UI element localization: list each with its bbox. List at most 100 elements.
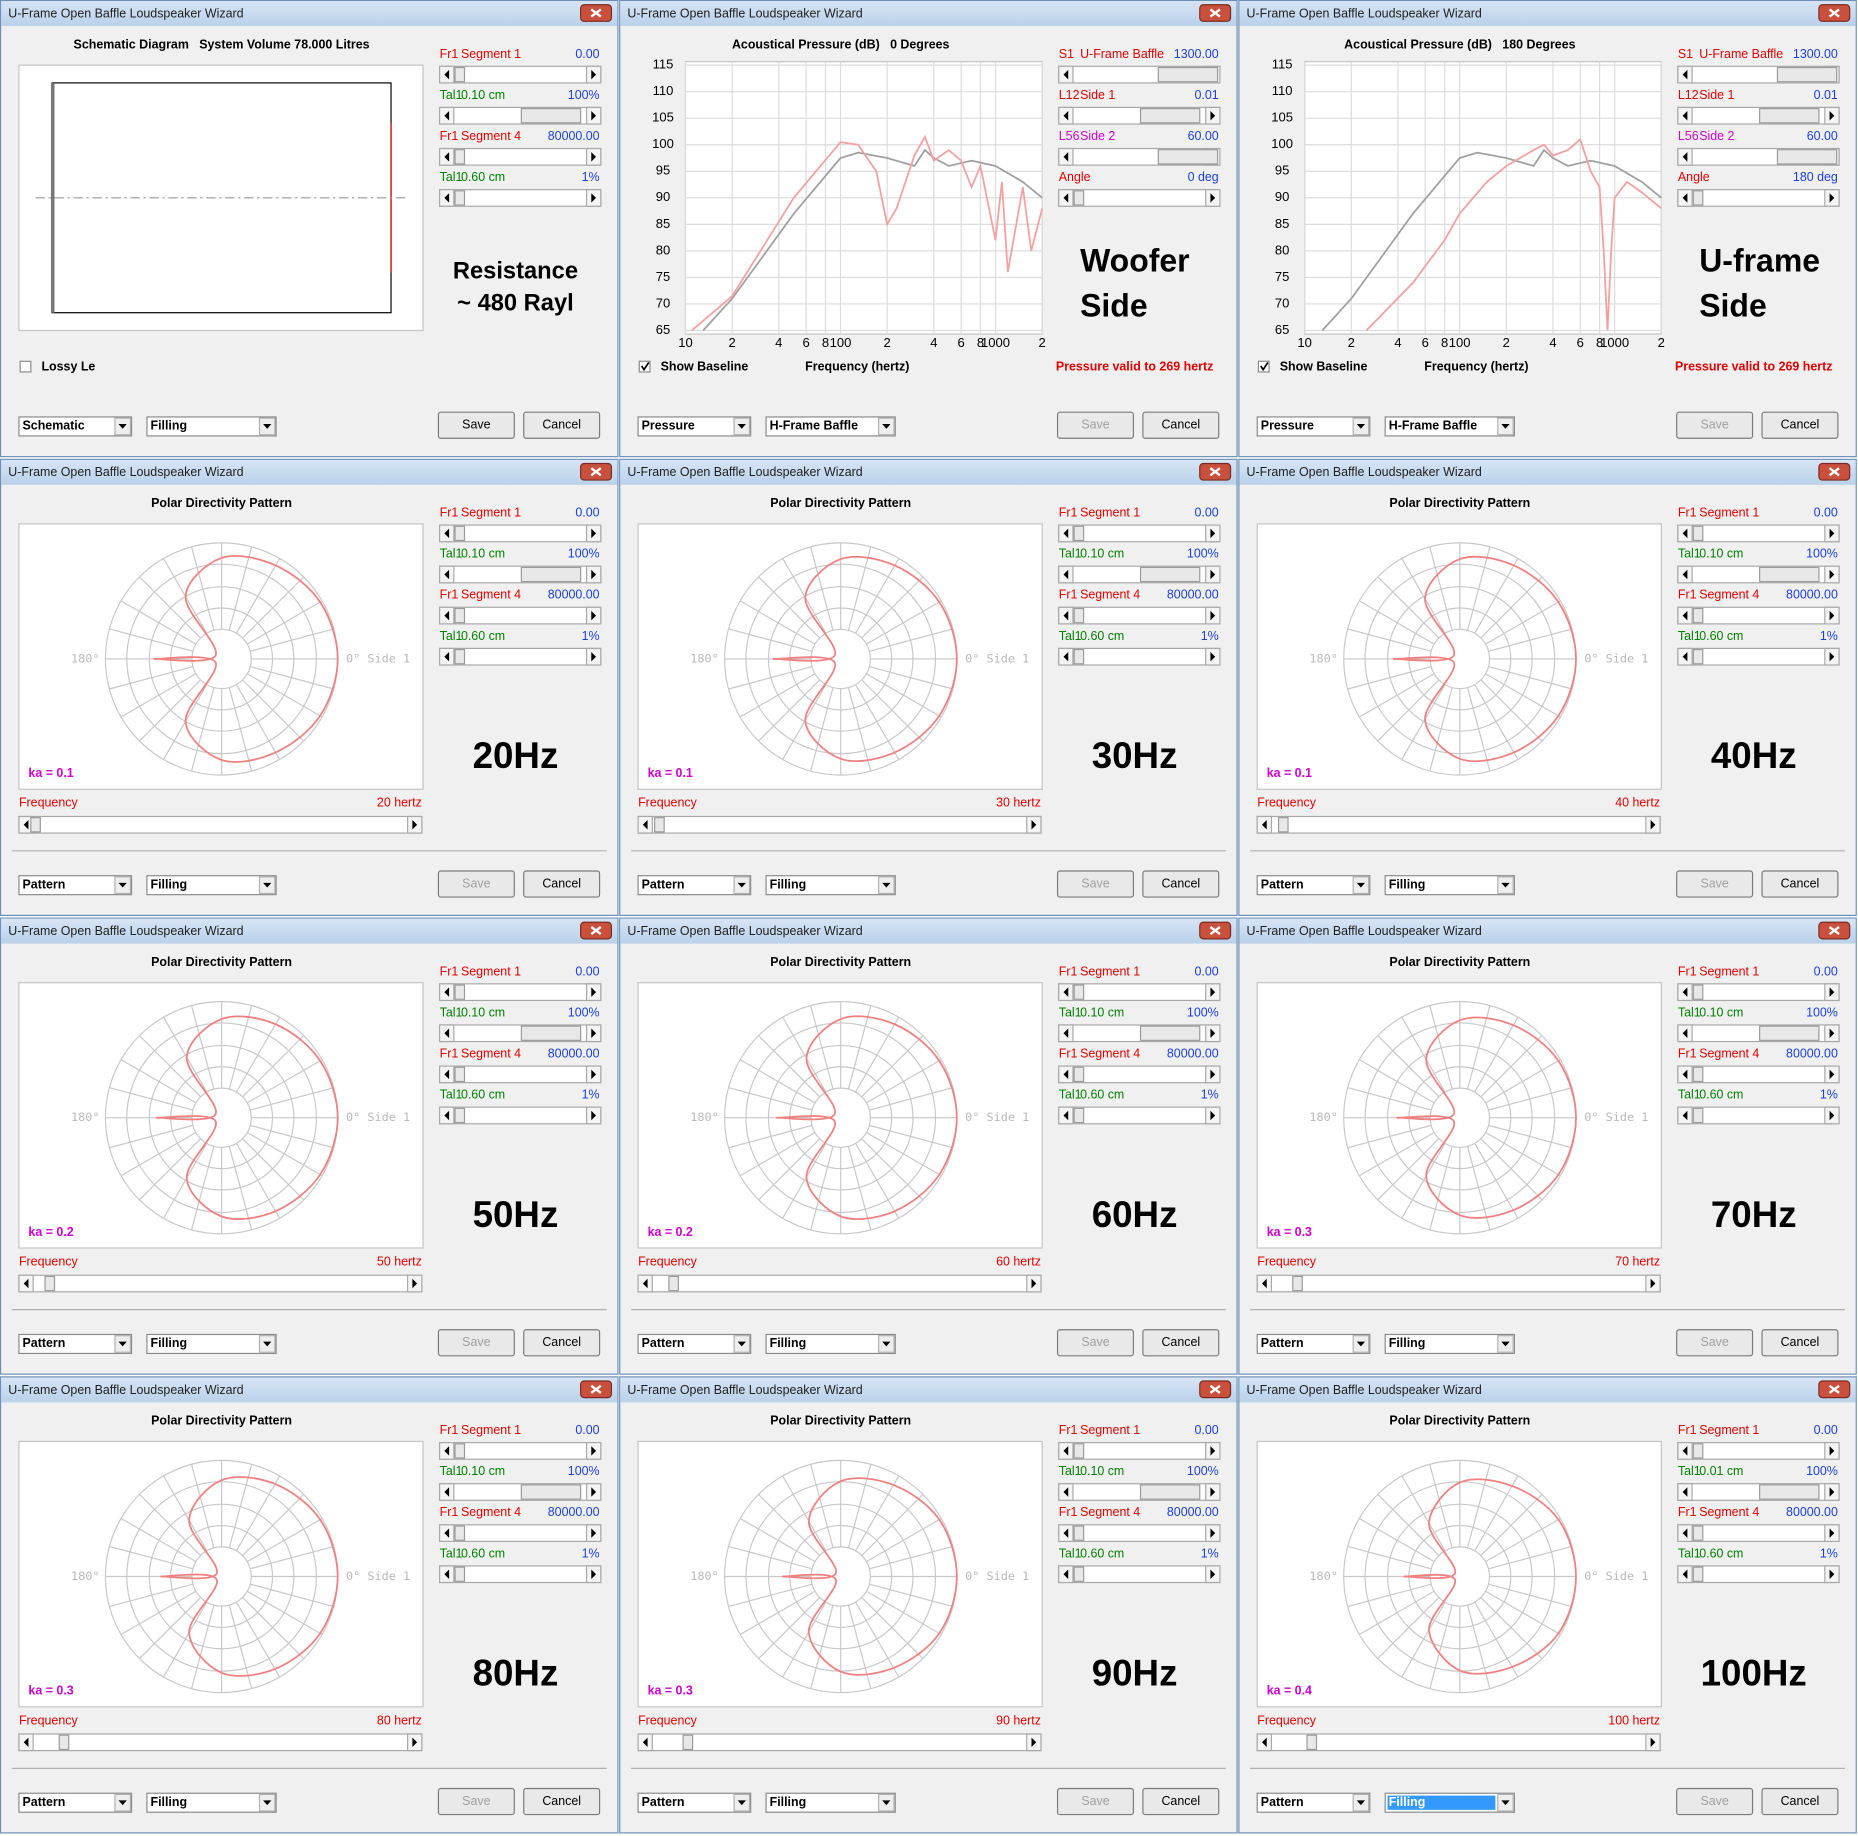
- control-slider[interactable]: [1677, 1483, 1840, 1501]
- control-slider[interactable]: [1058, 1024, 1221, 1043]
- slider-thumb[interactable]: [1073, 525, 1085, 542]
- control-slider[interactable]: [1058, 1524, 1221, 1543]
- slider-thumb[interactable]: [1692, 525, 1704, 542]
- slider-thumb[interactable]: [1139, 566, 1201, 583]
- button[interactable]: Save: [437, 870, 515, 898]
- frequency-slider[interactable]: [1256, 1274, 1661, 1293]
- slider-thumb[interactable]: [1073, 1525, 1085, 1541]
- combo-box[interactable]: Pattern: [637, 1792, 752, 1813]
- slider-thumb[interactable]: [1277, 817, 1289, 833]
- frequency-slider[interactable]: [1256, 1733, 1661, 1752]
- slider-thumb[interactable]: [1073, 607, 1085, 624]
- button[interactable]: Cancel: [523, 1787, 601, 1816]
- control-slider[interactable]: [439, 524, 602, 543]
- slider-thumb[interactable]: [44, 1275, 56, 1292]
- slider-thumb[interactable]: [1692, 1525, 1704, 1541]
- combo-box[interactable]: Filling: [146, 1792, 277, 1813]
- button[interactable]: Cancel: [1142, 870, 1220, 898]
- combo-box[interactable]: Pattern: [18, 1333, 133, 1355]
- slider-thumb[interactable]: [1759, 1484, 1820, 1500]
- slider-thumb[interactable]: [1073, 1566, 1085, 1582]
- combo-box[interactable]: Filling: [146, 416, 277, 437]
- slider-thumb[interactable]: [682, 1734, 694, 1751]
- slider-thumb[interactable]: [454, 525, 466, 542]
- control-slider[interactable]: [439, 65, 602, 84]
- control-slider[interactable]: [439, 647, 602, 666]
- slider-thumb[interactable]: [520, 566, 582, 583]
- control-slider[interactable]: [1677, 983, 1840, 1002]
- button[interactable]: Save: [437, 1329, 515, 1357]
- frequency-slider[interactable]: [1256, 815, 1661, 834]
- button[interactable]: Save: [1056, 1787, 1134, 1816]
- control-slider[interactable]: [1677, 1065, 1840, 1084]
- button[interactable]: Save: [1676, 411, 1754, 439]
- combo-box[interactable]: Filling: [765, 1792, 896, 1813]
- slider-thumb[interactable]: [454, 984, 466, 1000]
- combo-box[interactable]: Schematic: [18, 416, 133, 437]
- control-slider[interactable]: [1677, 1106, 1840, 1125]
- slider-thumb[interactable]: [1759, 1025, 1820, 1041]
- slider-thumb[interactable]: [454, 190, 466, 206]
- slider-thumb[interactable]: [520, 108, 582, 124]
- combo-box[interactable]: Pattern: [1256, 875, 1371, 896]
- control-slider[interactable]: [439, 1106, 602, 1125]
- slider-thumb[interactable]: [1073, 1443, 1085, 1459]
- slider-thumb[interactable]: [1692, 607, 1704, 624]
- button[interactable]: Save: [437, 1787, 515, 1816]
- control-slider[interactable]: [1058, 647, 1221, 666]
- slider-thumb[interactable]: [1692, 984, 1704, 1000]
- combo-box[interactable]: Pressure: [637, 416, 752, 437]
- button[interactable]: Save: [437, 411, 515, 439]
- slider-thumb[interactable]: [1692, 1066, 1704, 1083]
- combo-box[interactable]: Filling: [1384, 1792, 1515, 1813]
- control-slider[interactable]: [1058, 1442, 1221, 1460]
- combo-box[interactable]: Pattern: [18, 1792, 133, 1813]
- slider-thumb[interactable]: [454, 66, 466, 83]
- slider-thumb[interactable]: [454, 1107, 466, 1124]
- slider-thumb[interactable]: [1073, 190, 1085, 206]
- control-slider[interactable]: [1677, 565, 1840, 584]
- control-slider[interactable]: [439, 1065, 602, 1084]
- combo-box[interactable]: Pattern: [637, 875, 752, 896]
- button[interactable]: Cancel: [523, 870, 601, 898]
- control-slider[interactable]: [1677, 1524, 1840, 1543]
- slider-thumb[interactable]: [668, 1275, 679, 1292]
- button[interactable]: Cancel: [1761, 411, 1839, 439]
- control-slider[interactable]: [439, 147, 602, 166]
- control-slider[interactable]: [439, 1565, 602, 1584]
- control-slider[interactable]: [439, 1483, 602, 1501]
- frequency-slider[interactable]: [637, 1274, 1042, 1293]
- control-slider[interactable]: [439, 1524, 602, 1543]
- checkbox[interactable]: [19, 360, 32, 373]
- control-slider[interactable]: [1058, 1106, 1221, 1125]
- frequency-slider[interactable]: [18, 1274, 423, 1293]
- control-slider[interactable]: [439, 189, 602, 207]
- control-slider[interactable]: [1677, 65, 1840, 84]
- control-slider[interactable]: [1058, 524, 1221, 543]
- button[interactable]: Cancel: [1142, 1329, 1220, 1357]
- slider-thumb[interactable]: [1692, 1443, 1704, 1459]
- button[interactable]: Save: [1676, 870, 1754, 898]
- control-slider[interactable]: [1058, 189, 1221, 207]
- slider-thumb[interactable]: [1692, 1566, 1704, 1582]
- combo-box[interactable]: Filling: [146, 875, 277, 896]
- slider-thumb[interactable]: [1073, 984, 1085, 1000]
- button[interactable]: Cancel: [1761, 1329, 1839, 1357]
- control-slider[interactable]: [1677, 606, 1840, 625]
- slider-thumb[interactable]: [1759, 566, 1820, 583]
- button[interactable]: Cancel: [1142, 1787, 1220, 1816]
- combo-box[interactable]: Filling: [1384, 875, 1515, 896]
- button[interactable]: Save: [1056, 870, 1134, 898]
- slider-thumb[interactable]: [1139, 1025, 1201, 1041]
- control-slider[interactable]: [1677, 106, 1840, 125]
- slider-thumb[interactable]: [454, 1443, 466, 1459]
- combo-box[interactable]: Pattern: [18, 875, 133, 896]
- combo-box[interactable]: Pattern: [1256, 1792, 1371, 1813]
- control-slider[interactable]: [1677, 147, 1840, 166]
- control-slider[interactable]: [439, 983, 602, 1002]
- checkbox[interactable]: [1257, 360, 1270, 373]
- control-slider[interactable]: [1058, 1565, 1221, 1584]
- button[interactable]: Save: [1676, 1787, 1754, 1816]
- checkbox[interactable]: [638, 360, 651, 373]
- control-slider[interactable]: [1058, 606, 1221, 625]
